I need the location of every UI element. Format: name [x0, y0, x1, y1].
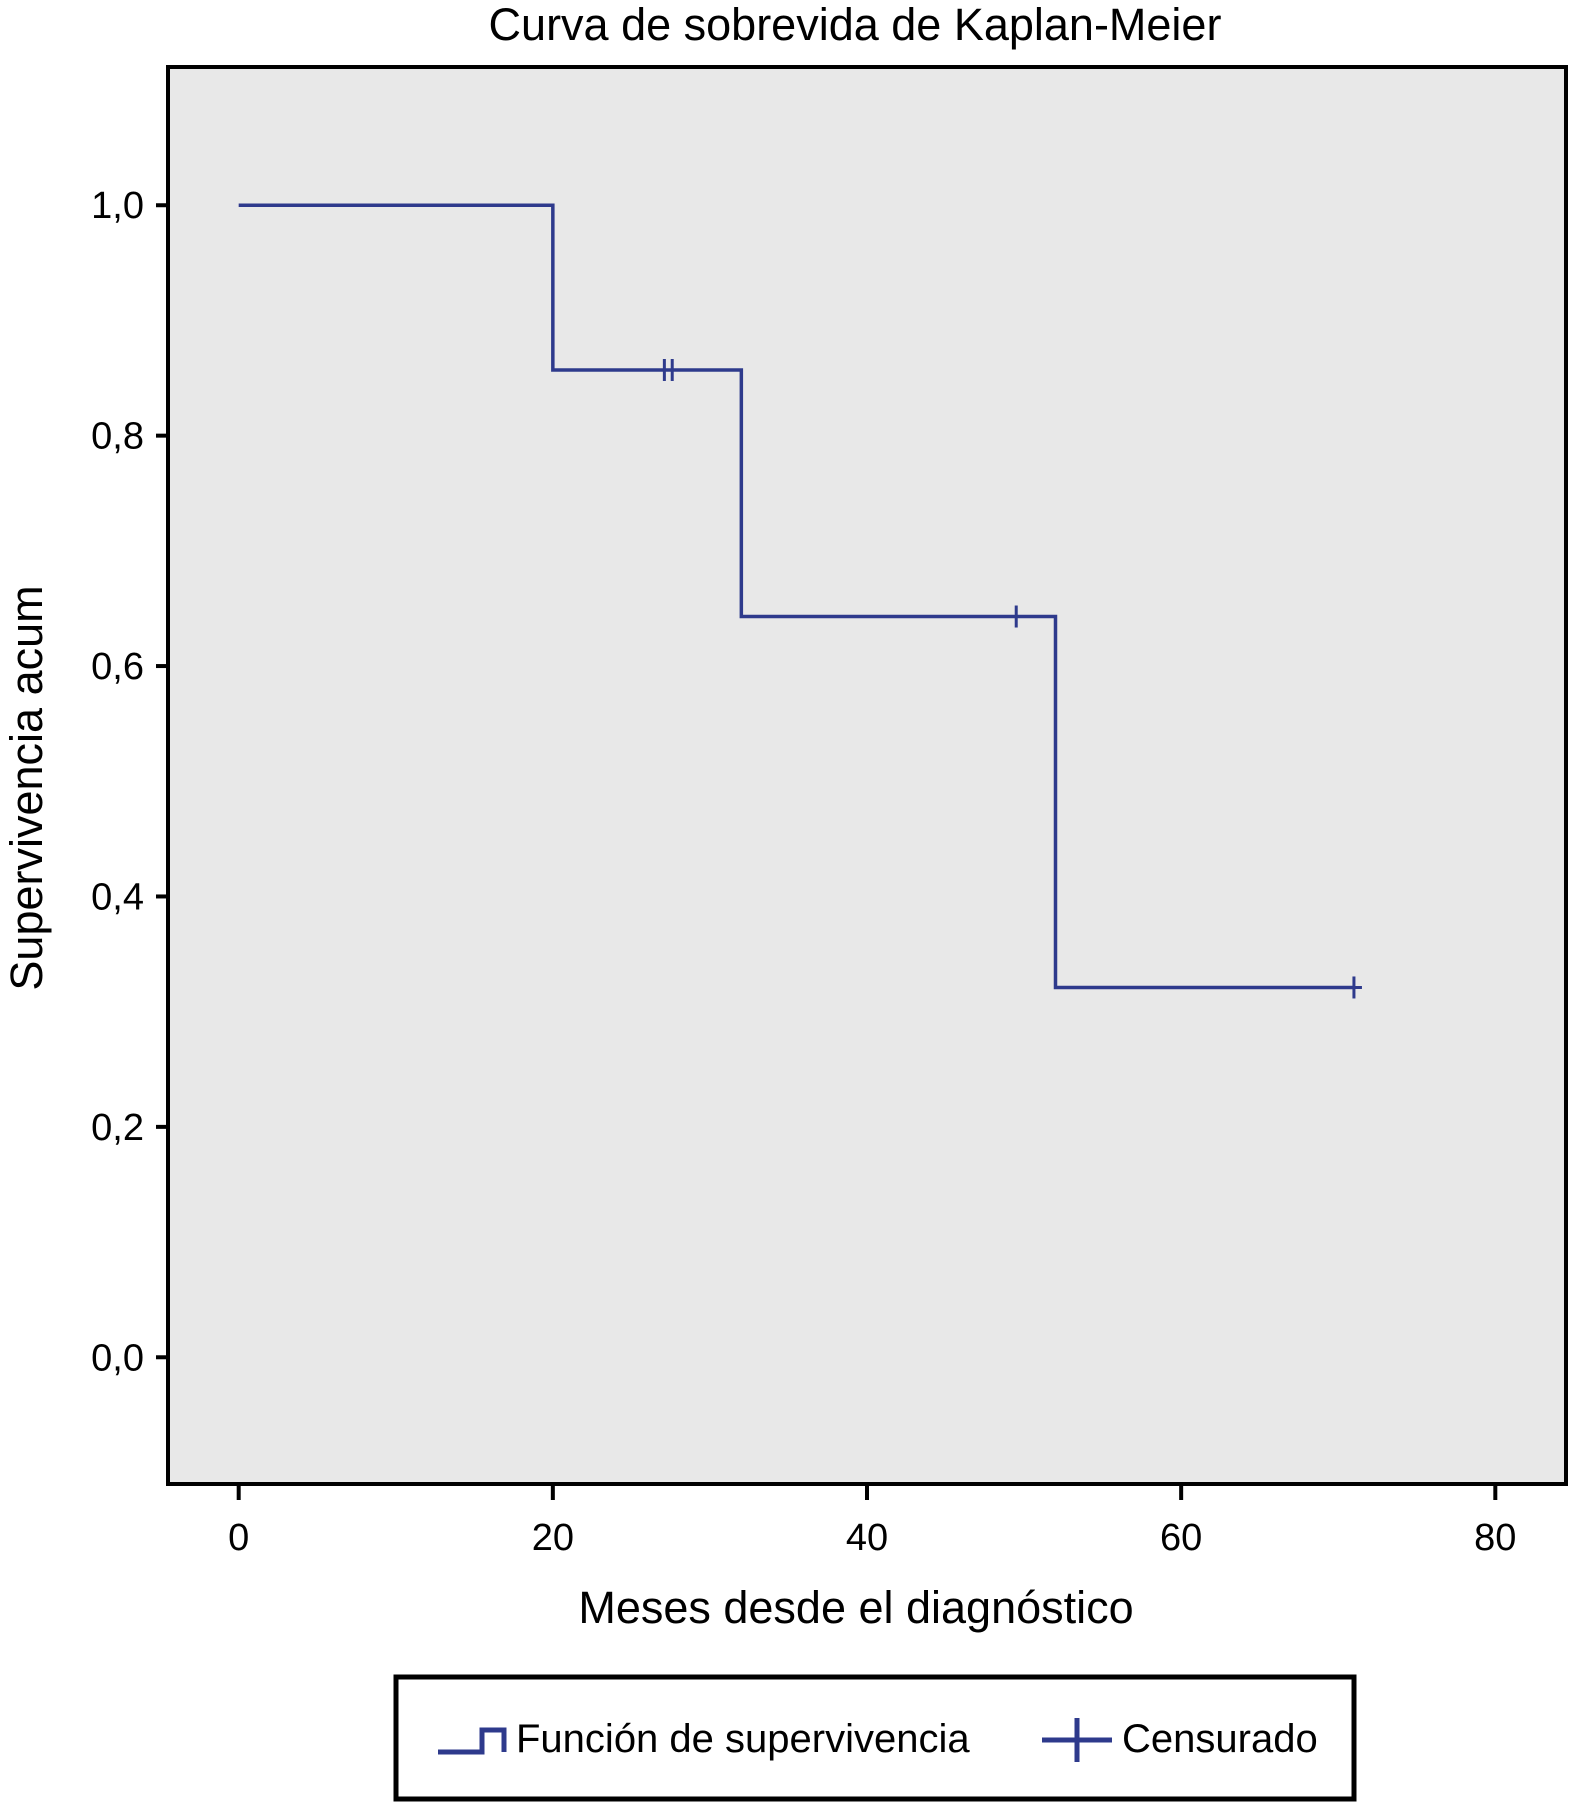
- x-axis-label: Meses desde el diagnóstico: [578, 1582, 1133, 1633]
- censor-mark: [1345, 976, 1362, 999]
- censor-mark: [664, 358, 681, 381]
- y-tick-label: 0,6: [91, 646, 144, 688]
- legend-box: [393, 1674, 1357, 1802]
- legend: Función de supervivencia Censurado: [393, 1674, 1357, 1802]
- censor-mark: [1008, 605, 1025, 628]
- legend-label-censored: Censurado: [1122, 1717, 1318, 1761]
- x-tick-label: 80: [1474, 1517, 1516, 1559]
- y-tick-label: 0,0: [91, 1337, 144, 1379]
- y-tick-label: 0,4: [91, 876, 144, 918]
- legend-label-survival: Función de supervivencia: [516, 1717, 970, 1761]
- legend-step-swatch: [438, 1727, 507, 1755]
- survival-step-line: [238, 203, 1354, 990]
- y-tick-label: 0,8: [91, 416, 144, 458]
- x-tick-label: 0: [228, 1517, 249, 1559]
- x-tick-label: 40: [846, 1517, 888, 1559]
- y-axis-label: Supervivencia acum: [1, 585, 52, 990]
- y-tick-label: 0,2: [91, 1107, 144, 1149]
- x-tick-label: 20: [532, 1517, 574, 1559]
- legend-censor-swatch: [1042, 1718, 1112, 1762]
- series-layer: [238, 203, 1362, 999]
- y-tick-label: 1,0: [91, 185, 144, 227]
- y-axis: 0,0 0,2 0,4 0,6 0,8 1,0: [91, 185, 168, 1379]
- x-axis: 0 20 40 60 80: [228, 1484, 1516, 1559]
- chart-title: Curva de sobrevida de Kaplan-Meier: [489, 0, 1222, 50]
- plot-area: [166, 65, 1568, 1486]
- x-tick-label: 60: [1160, 1517, 1202, 1559]
